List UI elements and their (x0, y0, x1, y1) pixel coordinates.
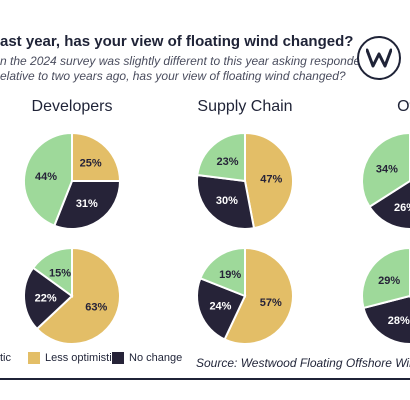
pie-label-supply-chain-bottom-no-change: 24% (209, 301, 231, 313)
pie-slice-developers-bottom-no-change (23, 266, 74, 331)
legend-swatch-no-change (112, 352, 124, 364)
pie-label-supply-chain-top-less-optimistic: 47% (260, 174, 282, 186)
chart-card: ast year, has your view of floating wind… (0, 33, 410, 380)
pie-label-developers-bottom-less-optimistic: 63% (85, 301, 107, 313)
pie-slice-developers-bottom-more-optimistic (31, 246, 73, 298)
pie-slice-supply-chain-top-no-change (196, 173, 256, 230)
group-title-oth: Oth (397, 98, 410, 115)
pie-slice-developers-top-more-optimistic (23, 131, 73, 227)
group-title-developers: Developers (32, 98, 113, 115)
pie-label-developers-bottom-no-change: 22% (35, 293, 57, 305)
source-note: Source: Westwood Floating Offshore Win (196, 356, 410, 370)
pie-slice-supply-chain-top-less-optimistic (244, 131, 294, 230)
chart-title: ast year, has your view of floating wind… (0, 33, 354, 50)
pie-charts: Developers 25% 31% 44% 63% 22% 15% Supply Chain… (23, 98, 410, 345)
pie-slice-supply-chain-bottom-more-optimistic (199, 246, 246, 298)
legend-item-more-optimistic: tic (0, 352, 11, 364)
pie-slice-developers-top-no-change (53, 180, 122, 230)
legend-item-less-optimistic: Less optimistic (28, 352, 117, 364)
pie-label-developers-top-less-optimistic: 25% (80, 157, 102, 169)
subtitle-line-2: elative to two years ago, has your view … (0, 69, 346, 83)
legend-label-no-change: No change (129, 352, 183, 364)
pie-slice-developers-bottom-less-optimistic (35, 246, 121, 345)
bottom-rule (0, 378, 410, 380)
pie-label-supply-chain-bottom-more-optimistic: 19% (219, 269, 241, 281)
pie-label-supply-chain-bottom-less-optimistic: 57% (260, 297, 282, 309)
pie-label-oth-bottom-more-optimistic: 29% (378, 275, 400, 287)
pie-label-supply-chain-top-no-change: 30% (216, 195, 238, 207)
pie-label-oth-top-no-change: 26% (394, 202, 410, 214)
pie-slice-oth-bottom-no-change (362, 294, 410, 345)
w-logo-icon (366, 48, 392, 68)
pie-slice-supply-chain-bottom-no-change (196, 277, 247, 341)
legend-label-more-optimistic: tic (0, 352, 11, 364)
pie-slice-oth-top-no-change (368, 179, 410, 230)
pie-label-developers-bottom-more-optimistic: 15% (49, 267, 71, 279)
pie-label-oth-bottom-no-change: 28% (388, 315, 410, 327)
pie-label-developers-top-more-optimistic: 44% (35, 171, 57, 183)
pie-label-oth-top-more-optimistic: 34% (376, 163, 398, 175)
pie-slice-developers-top-less-optimistic (71, 131, 122, 182)
group-title-supply-chain: Supply Chain (197, 98, 292, 115)
pie-slice-oth-bottom-more-optimistic (361, 246, 410, 310)
chart-subtitle: n the 2024 survey was slightly different… (0, 54, 376, 84)
legend-label-less-optimistic: Less optimistic (45, 352, 118, 364)
subtitle-line-1: n the 2024 survey was slightly different… (0, 54, 377, 68)
pie-label-supply-chain-top-more-optimistic: 23% (217, 156, 239, 168)
pie-slice-supply-chain-bottom-less-optimistic (223, 246, 294, 345)
legend-swatch-less-optimistic (28, 352, 40, 364)
legend-item-no-change: No change (112, 352, 182, 364)
westwood-logo (357, 36, 401, 80)
pie-slice-supply-chain-top-more-optimistic (196, 131, 246, 183)
pie-slice-oth-top-more-optimistic (361, 131, 410, 209)
pie-label-developers-top-no-change: 31% (76, 198, 98, 210)
